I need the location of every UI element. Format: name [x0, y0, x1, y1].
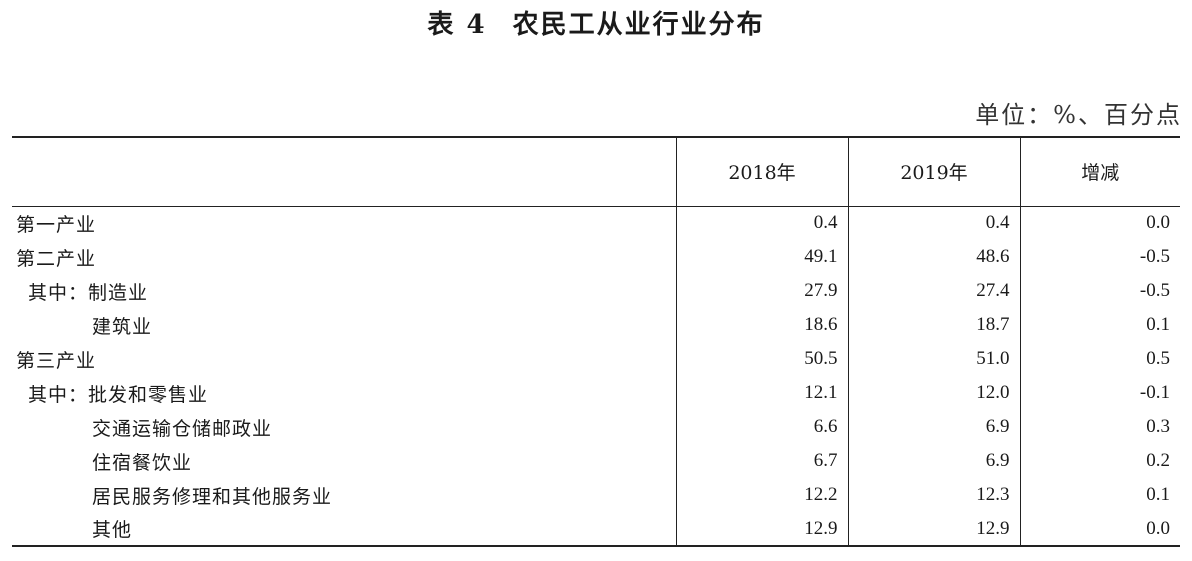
- row-value-2019: 6.9: [847, 410, 1020, 444]
- row-value-2019: 18.7: [847, 308, 1020, 342]
- table-number: 表 4: [427, 10, 487, 40]
- row-category: 其中：批发和零售业: [28, 383, 209, 406]
- table-row: 第三产业 50.5 51.0 0.5: [12, 342, 1180, 376]
- table-row: 第二产业 49.1 48.6 -0.5: [12, 240, 1180, 274]
- row-value-change: 0.0: [1019, 512, 1180, 547]
- table-row: 其他 12.9 12.9 0.0: [12, 512, 1180, 547]
- row-value-change: 0.2: [1019, 444, 1180, 478]
- row-value-change: -0.1: [1019, 376, 1180, 410]
- table-row: 住宿餐饮业 6.7 6.9 0.2: [12, 444, 1180, 478]
- row-category: 居民服务修理和其他服务业: [92, 485, 333, 508]
- row-value-2018: 27.9: [675, 274, 848, 308]
- row-category: 第一产业: [16, 213, 97, 236]
- row-category: 交通运输仓储邮政业: [92, 417, 273, 440]
- row-value-change: 0.5: [1019, 342, 1180, 376]
- header-change: 增减: [1019, 136, 1180, 207]
- table-row: 建筑业 18.6 18.7 0.1: [12, 308, 1180, 342]
- row-value-2018: 50.5: [675, 342, 848, 376]
- table-row: 交通运输仓储邮政业 6.6 6.9 0.3: [12, 410, 1180, 444]
- row-category: 第三产业: [16, 349, 97, 372]
- row-value-change: 0.1: [1019, 478, 1180, 512]
- header-category: [12, 136, 676, 207]
- header-2018: 2018年: [675, 136, 848, 207]
- row-category: 第二产业: [16, 247, 97, 270]
- row-value-change: 0.1: [1019, 308, 1180, 342]
- table-row: 第一产业 0.4 0.4 0.0: [12, 206, 1180, 240]
- row-value-2019: 0.4: [847, 206, 1020, 240]
- table-title: 表 4 农民工从业行业分布: [0, 4, 1192, 41]
- unit-note: 单位：%、百分点: [975, 101, 1182, 129]
- row-value-change: 0.0: [1019, 206, 1180, 240]
- row-value-2019: 6.9: [847, 444, 1020, 478]
- row-value-2019: 27.4: [847, 274, 1020, 308]
- row-value-2018: 18.6: [675, 308, 848, 342]
- row-value-2018: 49.1: [675, 240, 848, 274]
- table-row: 居民服务修理和其他服务业 12.2 12.3 0.1: [12, 478, 1180, 512]
- row-value-2018: 12.9: [675, 512, 848, 547]
- table-row: 其中：批发和零售业 12.1 12.0 -0.1: [12, 376, 1180, 410]
- row-category: 建筑业: [92, 315, 153, 338]
- row-value-change: -0.5: [1019, 274, 1180, 308]
- row-value-2019: 48.6: [847, 240, 1020, 274]
- row-value-2019: 51.0: [847, 342, 1020, 376]
- row-value-2018: 0.4: [675, 206, 848, 240]
- row-value-2018: 6.6: [675, 410, 848, 444]
- header-2019: 2019年: [847, 136, 1020, 207]
- row-value-2018: 12.2: [675, 478, 848, 512]
- row-category: 住宿餐饮业: [92, 451, 193, 474]
- row-value-2018: 6.7: [675, 444, 848, 478]
- table-row: 其中：制造业 27.9 27.4 -0.5: [12, 274, 1180, 308]
- header-row: 2018年 2019年 增减: [12, 136, 1180, 207]
- row-category: 其中：制造业: [28, 281, 149, 304]
- row-category: 其他: [12, 512, 676, 547]
- distribution-table: 2018年 2019年 增减 第一产业 0.4 0.4 0.0 第二产业 49.1 48.6…: [12, 136, 1180, 547]
- table-caption: 农民工从业行业分布: [512, 10, 765, 40]
- row-value-2019: 12.3: [847, 478, 1020, 512]
- row-value-2019: 12.9: [847, 512, 1020, 547]
- row-value-change: -0.5: [1019, 240, 1180, 274]
- row-value-change: 0.3: [1019, 410, 1180, 444]
- row-value-2019: 12.0: [847, 376, 1020, 410]
- row-value-2018: 12.1: [675, 376, 848, 410]
